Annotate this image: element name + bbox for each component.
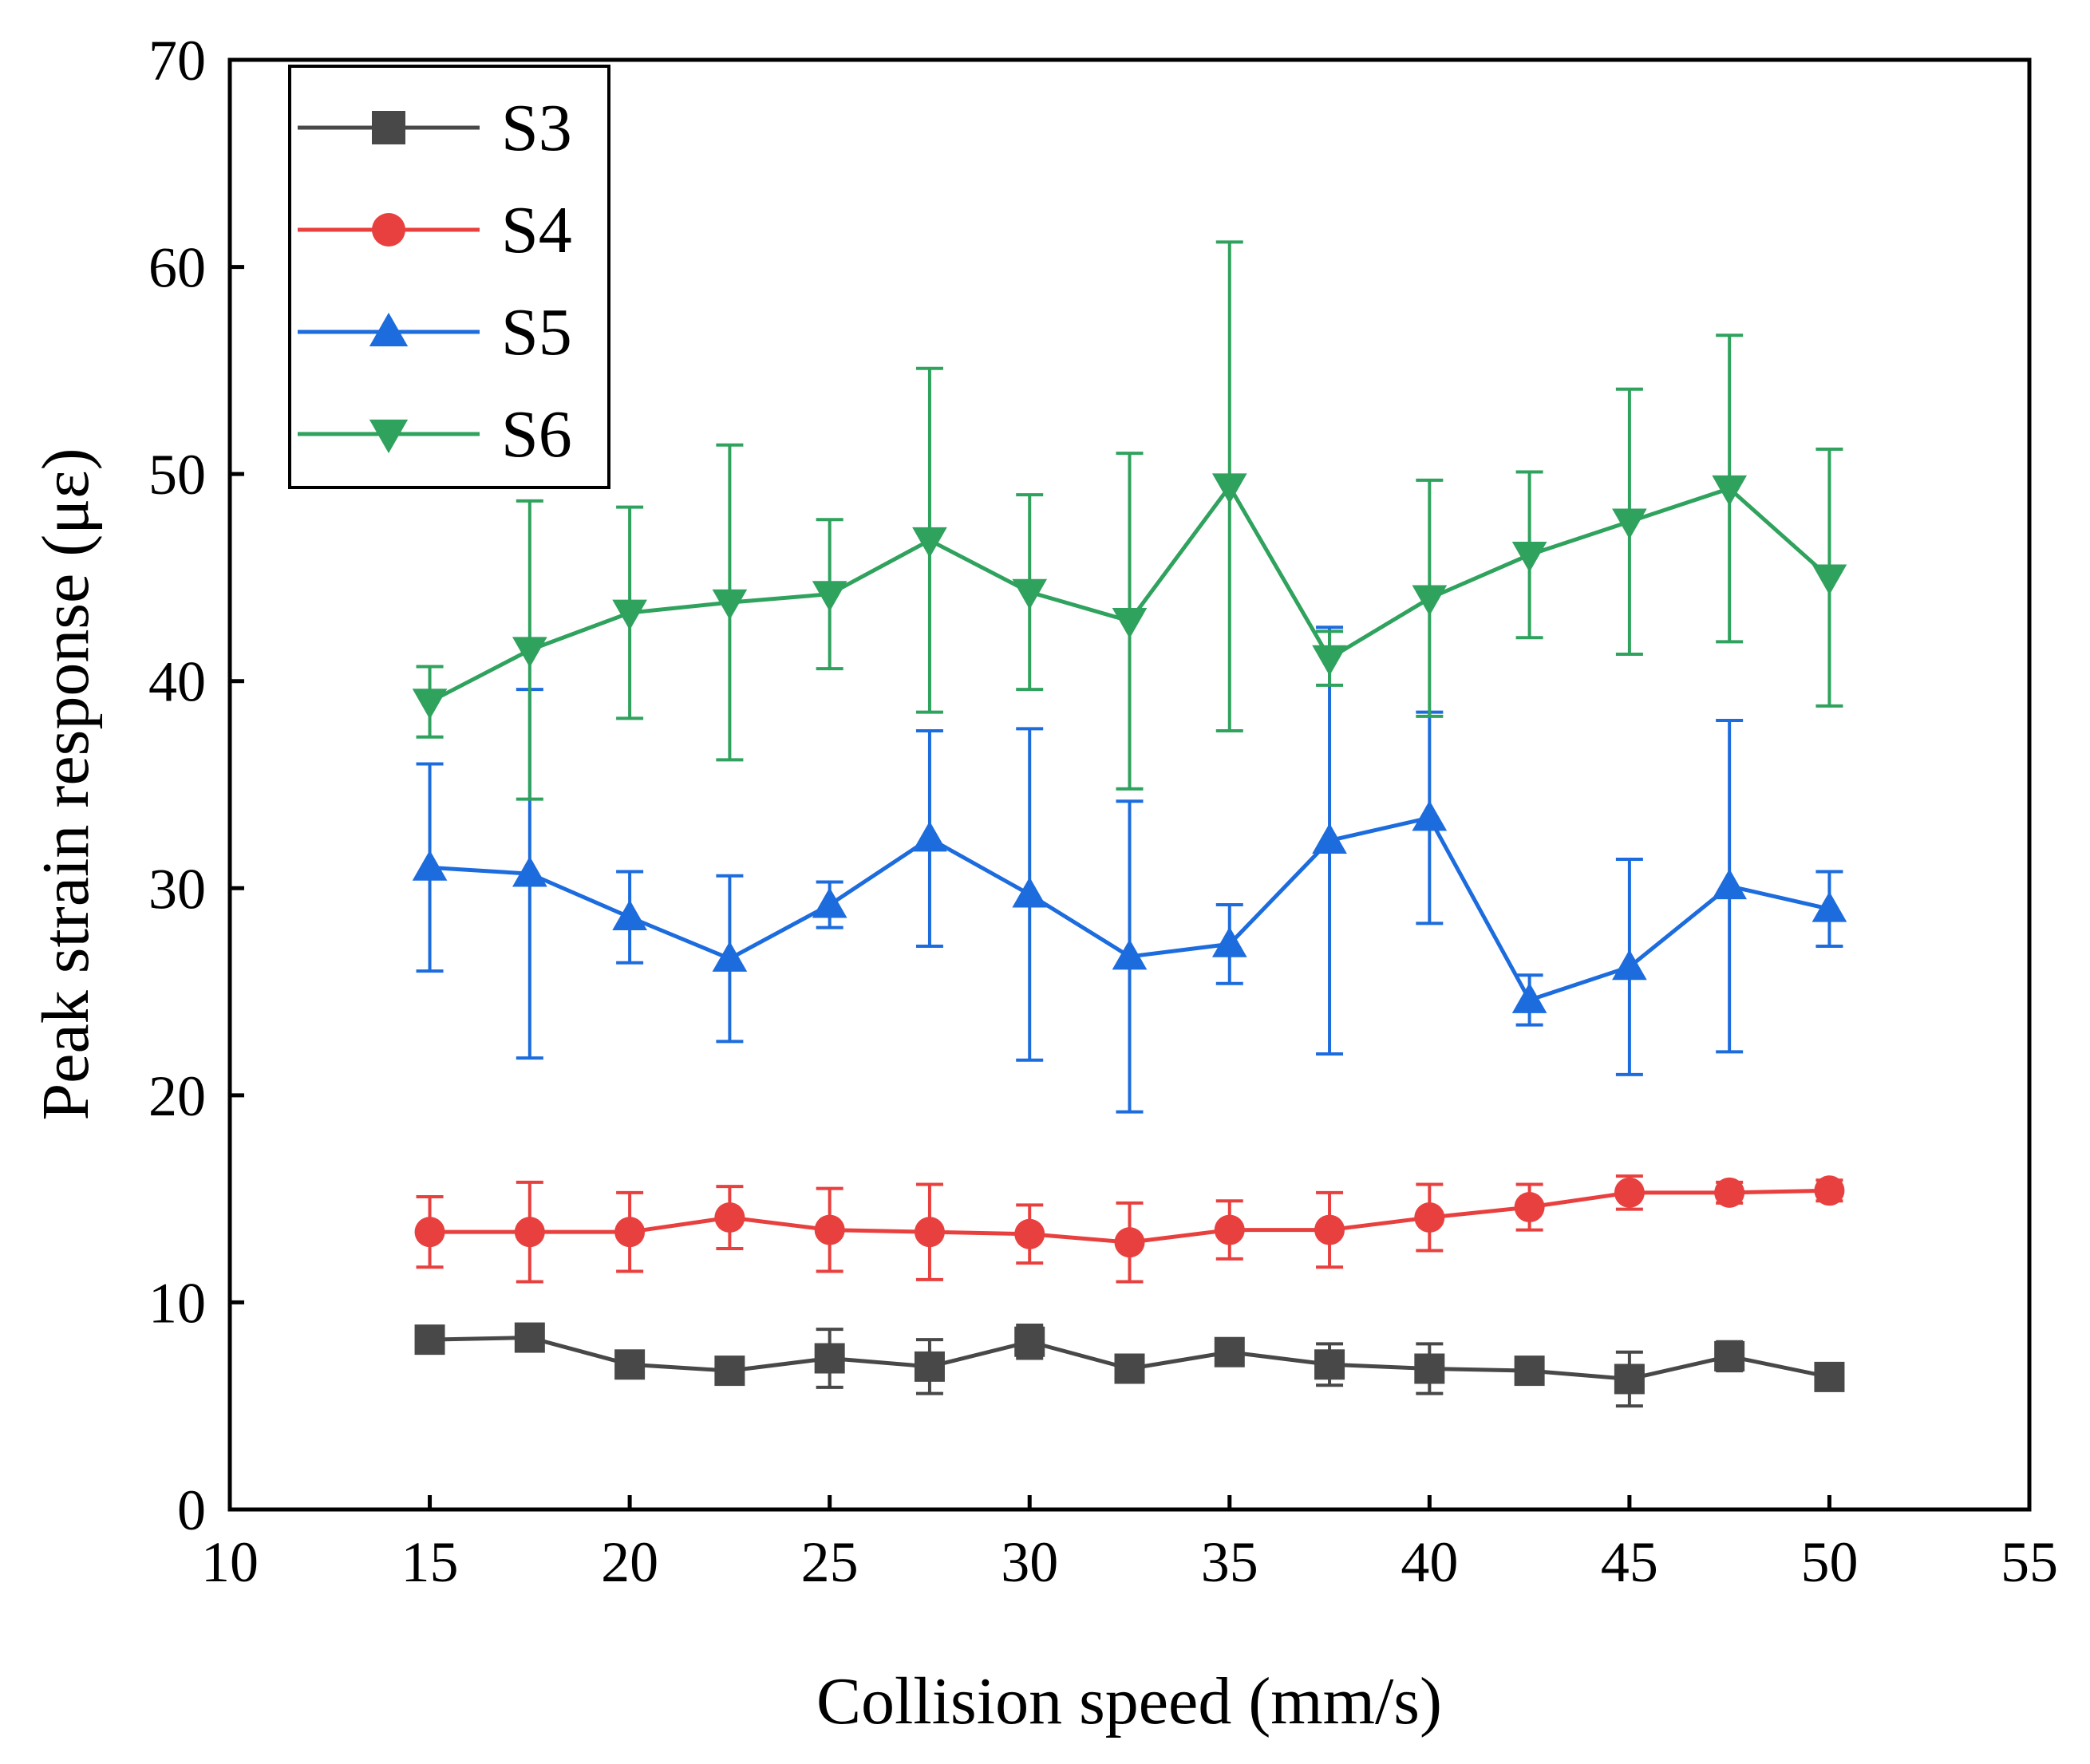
data-point-s3 <box>1014 1326 1045 1357</box>
data-point-s4 <box>414 1217 445 1248</box>
y-tick-label: 10 <box>148 1271 206 1335</box>
data-point-s3 <box>914 1351 945 1382</box>
data-point-s6 <box>1811 564 1847 595</box>
legend-label-s3: S3 <box>501 91 572 165</box>
data-point-s3 <box>1414 1353 1445 1384</box>
x-tick-label: 40 <box>1401 1530 1458 1594</box>
data-point-s5 <box>712 941 748 972</box>
legend-marker-s4 <box>372 213 405 247</box>
data-point-s4 <box>614 1217 646 1248</box>
x-tick-label: 10 <box>201 1530 259 1594</box>
data-point-s6 <box>512 637 547 668</box>
data-point-s3 <box>1814 1361 1845 1392</box>
data-point-s6 <box>912 527 947 558</box>
series-layer <box>412 240 1847 1408</box>
data-point-s5 <box>412 850 448 881</box>
data-point-s3 <box>714 1356 745 1387</box>
data-point-s4 <box>1514 1192 1545 1223</box>
y-tick-label: 40 <box>148 650 206 714</box>
data-point-s5 <box>612 899 647 931</box>
data-point-s4 <box>1614 1177 1645 1208</box>
data-point-s5 <box>512 856 547 887</box>
y-tick-label: 0 <box>177 1478 206 1542</box>
x-tick-label: 55 <box>2001 1530 2058 1594</box>
data-point-s3 <box>514 1322 545 1353</box>
x-tick-label: 35 <box>1201 1530 1258 1594</box>
legend-label-s4: S4 <box>501 193 572 267</box>
data-point-s5 <box>1511 982 1547 1013</box>
data-point-s4 <box>814 1214 845 1245</box>
data-point-s6 <box>612 599 647 630</box>
data-point-s6 <box>412 689 448 720</box>
data-point-s4 <box>514 1217 545 1248</box>
series-s4 <box>414 1174 1845 1284</box>
data-point-s6 <box>1412 585 1448 616</box>
y-tick-label: 30 <box>148 857 206 921</box>
data-point-s5 <box>1412 800 1448 831</box>
y-tick-label: 60 <box>148 236 206 300</box>
data-point-s3 <box>414 1324 445 1356</box>
legend-marker-s5 <box>369 312 409 347</box>
data-point-s4 <box>1214 1214 1245 1245</box>
data-point-s4 <box>714 1202 745 1233</box>
data-point-s4 <box>1014 1218 1045 1249</box>
legend-label-s6: S6 <box>501 397 572 472</box>
data-point-s4 <box>914 1217 945 1248</box>
x-axis-title: Collision speed (mm/s) <box>816 1664 1442 1738</box>
data-point-s4 <box>1414 1202 1445 1233</box>
x-tick-label: 15 <box>401 1530 459 1594</box>
data-point-s6 <box>1511 541 1547 573</box>
y-axis-title: Peak strain response (με) <box>29 448 103 1120</box>
data-point-s6 <box>1712 475 1748 507</box>
data-point-s3 <box>614 1349 646 1380</box>
series-s3 <box>414 1322 1845 1408</box>
series-s6 <box>412 240 1847 801</box>
data-point-s3 <box>1114 1353 1145 1384</box>
data-point-s3 <box>1614 1363 1645 1395</box>
data-point-s6 <box>1312 645 1347 677</box>
data-point-s3 <box>1314 1349 1345 1380</box>
data-point-s3 <box>1514 1356 1545 1387</box>
data-point-s5 <box>1712 868 1748 900</box>
x-tick-label: 25 <box>801 1530 859 1594</box>
x-tick-label: 50 <box>1800 1530 1858 1594</box>
data-point-s6 <box>1112 608 1148 639</box>
data-point-s5 <box>1811 891 1847 922</box>
y-tick-label: 70 <box>148 29 206 93</box>
data-point-s5 <box>1612 949 1647 981</box>
legend-marker-s3 <box>372 111 405 144</box>
data-point-s6 <box>1012 578 1048 610</box>
legend-box <box>288 65 610 489</box>
x-tick-label: 20 <box>601 1530 658 1594</box>
x-tick-label: 45 <box>1601 1530 1658 1594</box>
data-point-s4 <box>1114 1227 1145 1258</box>
data-point-s5 <box>1112 939 1148 970</box>
data-point-s3 <box>814 1343 845 1374</box>
data-point-s6 <box>1612 508 1647 539</box>
data-point-s6 <box>1211 473 1247 504</box>
data-point-s4 <box>1714 1177 1745 1208</box>
legend-marker-s6 <box>369 419 409 454</box>
data-point-s5 <box>812 887 847 918</box>
y-tick-label: 20 <box>148 1064 206 1128</box>
data-point-s6 <box>712 589 748 620</box>
plot-frame <box>227 57 2032 1512</box>
data-point-s5 <box>1312 823 1347 854</box>
data-point-s6 <box>812 581 847 612</box>
data-point-s3 <box>1714 1340 1745 1371</box>
data-point-s4 <box>1814 1175 1845 1206</box>
legend-label-s5: S5 <box>501 295 572 369</box>
data-point-s3 <box>1214 1336 1245 1367</box>
legend: S3 S4 S5 S6 <box>288 65 610 489</box>
x-tick-label: 30 <box>1001 1530 1058 1594</box>
data-point-s5 <box>1211 926 1247 957</box>
y-tick-label: 50 <box>148 443 206 507</box>
data-point-s5 <box>1012 877 1048 908</box>
data-point-s5 <box>912 821 947 852</box>
data-point-s4 <box>1314 1214 1345 1245</box>
